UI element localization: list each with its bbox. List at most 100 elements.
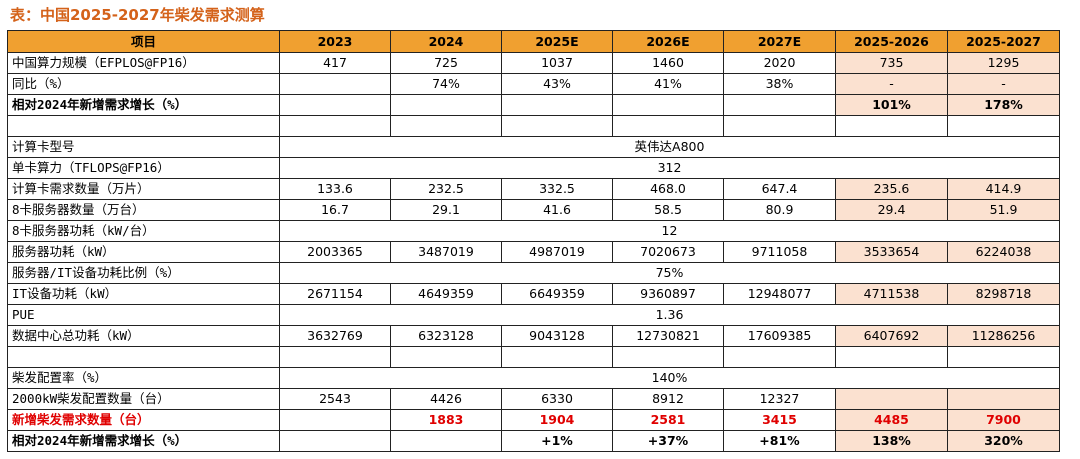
value-cell: 725 bbox=[390, 52, 502, 74]
row-label: 单卡算力（TFLOPS@FP16） bbox=[7, 157, 280, 179]
value-cell: +1% bbox=[501, 430, 613, 452]
value-cell: 4987019 bbox=[501, 241, 613, 263]
value-cell: 12327 bbox=[723, 388, 836, 410]
value-cell: 4649359 bbox=[390, 283, 502, 305]
row-label: 相对2024年新增需求增长（%） bbox=[7, 94, 280, 116]
value-cell: +81% bbox=[723, 430, 836, 452]
table-row: 相对2024年新增需求增长（%） 101% 178% bbox=[7, 94, 1060, 116]
value-cell bbox=[835, 346, 948, 368]
merged-value-cell: 312 bbox=[279, 157, 1060, 179]
table-row: 服务器/IT设备功耗比例（%） 75% bbox=[7, 262, 1060, 284]
table-row: 服务器功耗（kW） 2003365 3487019 4987019 7020673 971… bbox=[7, 241, 1060, 263]
value-cell: 9711058 bbox=[723, 241, 836, 263]
value-cell: 29.4 bbox=[835, 199, 948, 221]
value-cell: 332.5 bbox=[501, 178, 613, 200]
row-label: 计算卡型号 bbox=[7, 136, 280, 158]
value-cell: 51.9 bbox=[947, 199, 1060, 221]
value-cell: - bbox=[947, 73, 1060, 95]
value-cell: 2581 bbox=[612, 409, 724, 431]
row-label: 同比（%） bbox=[7, 73, 280, 95]
value-cell: 29.1 bbox=[390, 199, 502, 221]
value-cell: 4485 bbox=[835, 409, 948, 431]
value-cell bbox=[835, 115, 948, 137]
value-cell: 41% bbox=[612, 73, 724, 95]
value-cell bbox=[279, 346, 391, 368]
header-cell: 2027E bbox=[723, 30, 836, 53]
header-cell: 2025-2026 bbox=[835, 30, 948, 53]
value-cell: 2003365 bbox=[279, 241, 391, 263]
row-label: 中国算力规模（EFPLOS@FP16） bbox=[7, 52, 280, 74]
merged-value-cell: 12 bbox=[279, 220, 1060, 242]
value-cell bbox=[612, 115, 724, 137]
table-row: 相对2024年新增需求增长（%） +1% +37% +81% 138% 320% bbox=[7, 430, 1060, 452]
value-cell: 101% bbox=[835, 94, 948, 116]
value-cell bbox=[501, 94, 613, 116]
row-label bbox=[7, 346, 280, 368]
value-cell bbox=[947, 346, 1060, 368]
value-cell: 8298718 bbox=[947, 283, 1060, 305]
row-label: 数据中心总功耗（kW） bbox=[7, 325, 280, 347]
value-cell: 9360897 bbox=[612, 283, 724, 305]
header-cell: 2025-2027 bbox=[947, 30, 1060, 53]
value-cell bbox=[723, 115, 836, 137]
value-cell bbox=[390, 94, 502, 116]
value-cell: 2020 bbox=[723, 52, 836, 74]
value-cell: 178% bbox=[947, 94, 1060, 116]
row-label: 8卡服务器功耗（kW/台） bbox=[7, 220, 280, 242]
value-cell: 38% bbox=[723, 73, 836, 95]
value-cell: 6224038 bbox=[947, 241, 1060, 263]
header-cell: 2023 bbox=[279, 30, 391, 53]
value-cell: 1295 bbox=[947, 52, 1060, 74]
merged-value-cell: 1.36 bbox=[279, 304, 1060, 326]
table-row: 计算卡需求数量（万片） 133.6 232.5 332.5 468.0 647.4 235.… bbox=[7, 178, 1060, 200]
table-row: 柴发配置率（%） 140% bbox=[7, 367, 1060, 389]
value-cell bbox=[279, 430, 391, 452]
header-cell: 2025E bbox=[501, 30, 613, 53]
value-cell: +37% bbox=[612, 430, 724, 452]
table-row: IT设备功耗（kW） 2671154 4649359 6649359 9360897 12… bbox=[7, 283, 1060, 305]
value-cell: - bbox=[835, 73, 948, 95]
value-cell: 1904 bbox=[501, 409, 613, 431]
value-cell: 1883 bbox=[390, 409, 502, 431]
demand-table-container: 项目 2023 2024 2025E 2026E 2027E 2025-2026… bbox=[7, 30, 1060, 452]
value-cell bbox=[723, 346, 836, 368]
value-cell: 1037 bbox=[501, 52, 613, 74]
table-row: 同比（%） 74% 43% 41% 38% - - bbox=[7, 73, 1060, 95]
value-cell: 58.5 bbox=[612, 199, 724, 221]
value-cell bbox=[612, 94, 724, 116]
demand-table: 项目 2023 2024 2025E 2026E 2027E 2025-2026… bbox=[7, 30, 1060, 452]
header-cell: 2026E bbox=[612, 30, 724, 53]
value-cell: 3487019 bbox=[390, 241, 502, 263]
value-cell: 3415 bbox=[723, 409, 836, 431]
table-row: 2000kW柴发配置数量（台） 2543 4426 6330 8912 12327 bbox=[7, 388, 1060, 410]
value-cell: 468.0 bbox=[612, 178, 724, 200]
value-cell bbox=[612, 346, 724, 368]
table-row: 8卡服务器功耗（kW/台） 12 bbox=[7, 220, 1060, 242]
value-cell: 232.5 bbox=[390, 178, 502, 200]
value-cell bbox=[279, 73, 391, 95]
value-cell bbox=[279, 94, 391, 116]
row-label: 新增柴发需求数量（台） bbox=[7, 409, 280, 431]
value-cell: 6323128 bbox=[390, 325, 502, 347]
value-cell: 41.6 bbox=[501, 199, 613, 221]
value-cell: 6330 bbox=[501, 388, 613, 410]
row-label: 服务器/IT设备功耗比例（%） bbox=[7, 262, 280, 284]
value-cell: 235.6 bbox=[835, 178, 948, 200]
value-cell bbox=[723, 94, 836, 116]
value-cell: 4426 bbox=[390, 388, 502, 410]
value-cell: 6649359 bbox=[501, 283, 613, 305]
value-cell: 12730821 bbox=[612, 325, 724, 347]
row-label bbox=[7, 115, 280, 137]
merged-value-cell: 140% bbox=[279, 367, 1060, 389]
row-label: 2000kW柴发配置数量（台） bbox=[7, 388, 280, 410]
value-cell: 80.9 bbox=[723, 199, 836, 221]
table-row: 单卡算力（TFLOPS@FP16） 312 bbox=[7, 157, 1060, 179]
value-cell: 2671154 bbox=[279, 283, 391, 305]
value-cell: 414.9 bbox=[947, 178, 1060, 200]
value-cell bbox=[947, 388, 1060, 410]
table-row bbox=[7, 346, 1060, 368]
value-cell: 138% bbox=[835, 430, 948, 452]
value-cell bbox=[390, 115, 502, 137]
value-cell: 735 bbox=[835, 52, 948, 74]
table-row: 新增柴发需求数量（台） 1883 1904 2581 3415 4485 7900 bbox=[7, 409, 1060, 431]
